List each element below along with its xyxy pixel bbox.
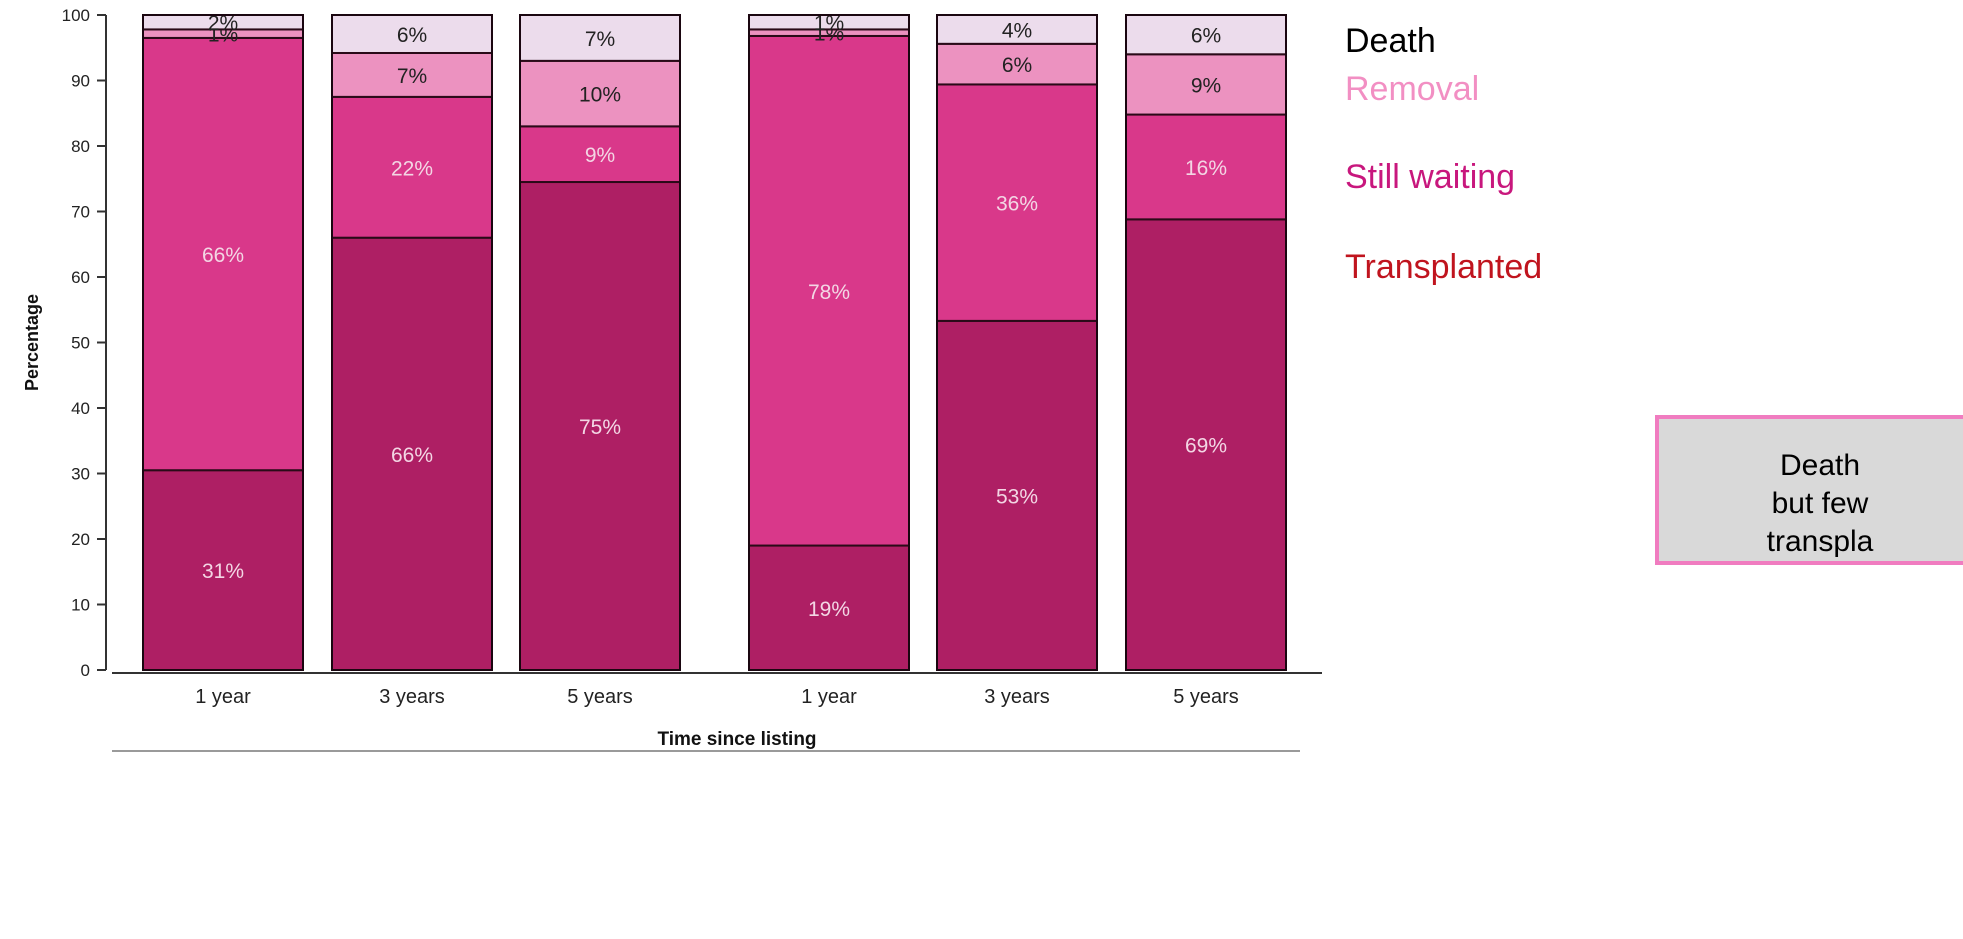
x-tick-label-3: 1 year [801, 686, 857, 708]
data-label-still-waiting-5: 16% [1185, 157, 1227, 180]
data-label-death-4: 4% [1002, 19, 1032, 42]
data-label-still-waiting-3: 78% [808, 281, 850, 304]
bar-transplanted-3 [748, 544, 910, 671]
data-label-removal-2: 10% [579, 84, 621, 107]
bar-death-4 [936, 14, 1098, 45]
y-tick-label-20: 20 [71, 530, 90, 549]
data-label-still-waiting-2: 9% [585, 144, 615, 167]
data-label-transplanted-0: 31% [202, 560, 244, 583]
data-label-transplanted-4: 53% [996, 485, 1038, 508]
y-tick-label-10: 10 [71, 596, 90, 615]
bar-still-waiting-0 [142, 36, 304, 472]
bar-outline-2 [519, 14, 681, 671]
bar-outline-3 [748, 14, 910, 671]
data-label-transplanted-3: 19% [808, 598, 850, 621]
note-line-2: but few [1771, 487, 1869, 520]
data-label-removal-5: 9% [1191, 74, 1221, 97]
bar-outline-1 [331, 14, 493, 671]
x-tick-label-5: 5 years [1173, 686, 1239, 708]
data-label-still-waiting-1: 22% [391, 157, 433, 180]
legend-item-transplanted: Transplanted [1345, 248, 1543, 286]
x-tick-label-1: 3 years [379, 686, 445, 708]
data-label-death-2: 7% [585, 28, 615, 51]
bar-removal-2 [519, 59, 681, 128]
legend-item-removal: Removal [1345, 70, 1480, 108]
bar-transplanted-1 [331, 236, 493, 671]
bar-outline-0 [142, 14, 304, 671]
bar-death-2 [519, 14, 681, 62]
y-axis-title: Percentage [22, 294, 42, 391]
y-tick-label-30: 30 [71, 465, 90, 484]
data-label-removal-4: 6% [1002, 54, 1032, 77]
y-tick-label-0: 0 [81, 661, 90, 680]
bar-outline-4 [936, 14, 1098, 671]
bar-removal-5 [1125, 53, 1287, 116]
legend-item-death: Death [1345, 22, 1436, 60]
x-tick-label-2: 5 years [567, 686, 633, 708]
y-tick-label-90: 90 [71, 72, 90, 91]
bar-outline-5 [1125, 14, 1287, 671]
data-label-death-3: 1% [814, 12, 844, 35]
x-axis-title: Time since listing [657, 729, 816, 750]
x-tick-label-4: 3 years [984, 686, 1050, 708]
y-tick-label-70: 70 [71, 203, 90, 222]
data-label-death-5: 6% [1191, 25, 1221, 48]
y-tick-label-40: 40 [71, 399, 90, 418]
data-label-transplanted-2: 75% [579, 416, 621, 439]
bar-still-waiting-3 [748, 34, 910, 547]
data-label-transplanted-5: 69% [1185, 435, 1227, 458]
data-label-still-waiting-0: 66% [202, 244, 244, 267]
y-tick-label-100: 100 [62, 6, 90, 25]
legend-item-still-waiting: Still waiting [1345, 158, 1516, 196]
note-line-3: transpla [1766, 525, 1874, 558]
data-label-transplanted-1: 66% [391, 444, 433, 467]
data-label-death-1: 6% [397, 24, 427, 47]
bar-transplanted-5 [1125, 218, 1287, 672]
bar-still-waiting-1 [331, 95, 493, 239]
data-label-death-0: 2% [208, 12, 238, 35]
y-tick-label-80: 80 [71, 137, 90, 156]
y-tick-label-60: 60 [71, 268, 90, 287]
x-tick-label-0: 1 year [195, 686, 251, 708]
note-box: Death but few transpla [1655, 415, 1963, 565]
data-label-still-waiting-4: 36% [996, 193, 1038, 216]
y-tick-label-50: 50 [71, 334, 90, 353]
data-label-removal-1: 7% [397, 65, 427, 88]
note-line-1: Death [1779, 449, 1861, 482]
